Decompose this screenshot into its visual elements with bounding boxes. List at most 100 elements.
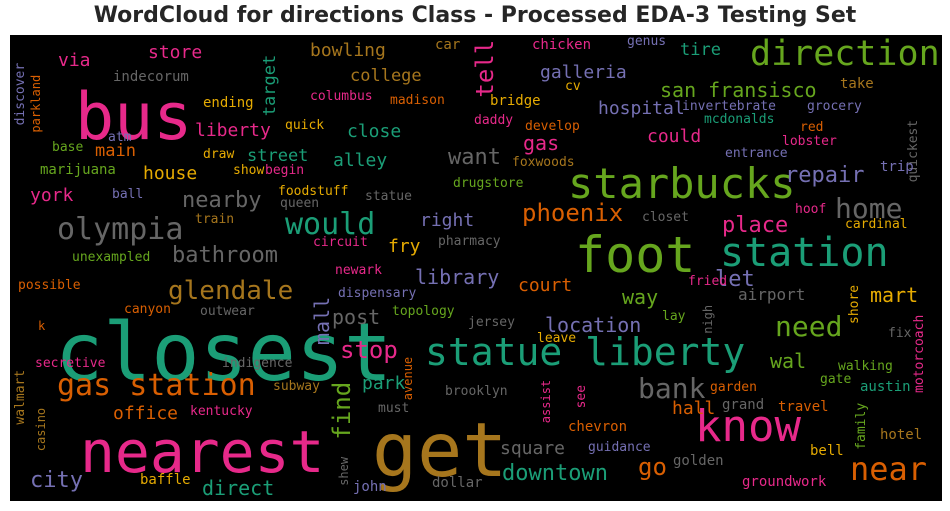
word-madison: madison xyxy=(390,93,445,108)
word-foodstuff: foodstuff xyxy=(278,184,349,199)
word-main: main xyxy=(95,141,136,161)
word-ball: ball xyxy=(112,187,144,202)
word-jersey: jersey xyxy=(468,315,515,330)
word-entrance: entrance xyxy=(725,146,788,161)
word-bowling: bowling xyxy=(310,40,386,61)
word-drugstore: drugstore xyxy=(453,176,524,191)
word-near: near xyxy=(850,450,928,488)
word-dollar: dollar xyxy=(432,475,483,491)
word-walmart: walmart xyxy=(13,369,28,425)
word-motorcoach: motorcoach xyxy=(912,314,927,393)
word-bus: bus xyxy=(75,80,193,155)
word-quick: quick xyxy=(285,118,325,133)
word-gas-station: gas station xyxy=(57,368,256,403)
word-closest: closest xyxy=(55,306,393,399)
word-take: take xyxy=(840,76,874,92)
word-right: right xyxy=(420,210,475,231)
word-grocery: grocery xyxy=(807,99,862,114)
word-begin: begin xyxy=(265,163,305,178)
word-starbucks: starbucks xyxy=(568,159,796,208)
word-garden: garden xyxy=(710,380,757,395)
word-guidance: guidance xyxy=(588,440,651,455)
word-possible: possible xyxy=(18,278,81,293)
word-genus: genus xyxy=(627,35,667,49)
word-develop: develop xyxy=(525,119,580,134)
word-red: red xyxy=(800,120,824,135)
word-parkland: parkland xyxy=(29,74,43,133)
word-san-fransisco: san fransisco xyxy=(660,78,817,102)
word-queen: queen xyxy=(280,196,320,211)
word-see: see xyxy=(574,384,589,409)
word-mcdonalds: mcdonalds xyxy=(704,112,775,127)
word-hospital: hospital xyxy=(598,98,685,119)
word-street: street xyxy=(247,146,309,166)
word-galleria: galleria xyxy=(540,62,627,83)
word-daddy: daddy xyxy=(474,113,514,128)
word-know: know xyxy=(695,401,801,452)
word-ending: ending xyxy=(203,95,254,111)
word-cv: cv xyxy=(565,79,581,94)
word-invertebrate: invertebrate xyxy=(682,99,776,114)
word-fry: fry xyxy=(388,236,421,257)
word-trip: trip xyxy=(880,159,914,175)
word-bridge: bridge xyxy=(490,93,541,109)
word-walking: walking xyxy=(838,359,893,374)
word-hoof: hoof xyxy=(795,202,827,217)
word-wal: wal xyxy=(770,349,807,373)
word-indecorum: indecorum xyxy=(113,69,189,85)
word-leave: leave xyxy=(537,331,577,346)
word-office: office xyxy=(113,403,179,424)
word-alley: alley xyxy=(333,150,388,171)
word-circuit: circuit xyxy=(313,235,368,250)
word-post: post xyxy=(332,305,381,329)
word-foot: foot xyxy=(575,226,696,284)
word-let: let xyxy=(715,267,755,292)
word-lay: lay xyxy=(662,309,686,324)
word-discover: discover xyxy=(13,62,28,126)
word-cloud: closest nearest get bus foot station starbucks… xyxy=(10,35,942,501)
word-bell: bell xyxy=(810,443,844,459)
word-get: get xyxy=(372,406,508,494)
word-base: base xyxy=(52,140,84,155)
word-mart: mart xyxy=(870,283,919,307)
word-train: train xyxy=(195,212,235,227)
word-atm: atm xyxy=(108,130,132,145)
word-york: york xyxy=(30,185,74,206)
word-indigence: indigence xyxy=(222,356,293,371)
word-travel: travel xyxy=(778,399,829,415)
chart-title: WordCloud for directions Class - Process… xyxy=(93,3,857,28)
word-find: find xyxy=(328,381,356,440)
word-marijuana: marijuana xyxy=(40,162,116,178)
word-repair: repair xyxy=(785,163,865,188)
word-hotel: hotel xyxy=(880,427,923,443)
word-secretive: secretive xyxy=(35,356,106,371)
word-subway: subway xyxy=(273,379,320,394)
word-store: store xyxy=(148,42,203,63)
word-topology: topology xyxy=(392,304,455,319)
word-avenue: avenue xyxy=(401,356,415,401)
word-go: go xyxy=(638,453,667,481)
word-draw: draw xyxy=(203,147,235,162)
word-fried: fried xyxy=(688,274,728,289)
word-grand: grand xyxy=(722,397,765,413)
word-columbus: columbus xyxy=(310,89,373,104)
word-glendale: glendale xyxy=(168,276,294,306)
word-austin: austin xyxy=(860,379,911,395)
word-brooklyn: brooklyn xyxy=(445,384,508,399)
word-college: college xyxy=(350,66,422,86)
word-location: location xyxy=(545,313,642,337)
word-stop: stop xyxy=(340,336,398,364)
word-phoenix: phoenix xyxy=(522,199,624,227)
word-canyon: canyon xyxy=(124,302,171,317)
word-pharmacy: pharmacy xyxy=(438,234,501,249)
word-chevron: chevron xyxy=(568,419,628,435)
word-court: court xyxy=(518,275,573,296)
word-lobster: lobster xyxy=(782,134,837,149)
word-close: close xyxy=(347,121,402,142)
word-john: john xyxy=(353,479,387,495)
word-bank: bank xyxy=(638,372,706,405)
word-statue-liberty: statue liberty xyxy=(425,330,746,374)
word-liberty: liberty xyxy=(195,120,271,141)
word-want: want xyxy=(448,145,501,170)
word-via: via xyxy=(58,50,91,71)
